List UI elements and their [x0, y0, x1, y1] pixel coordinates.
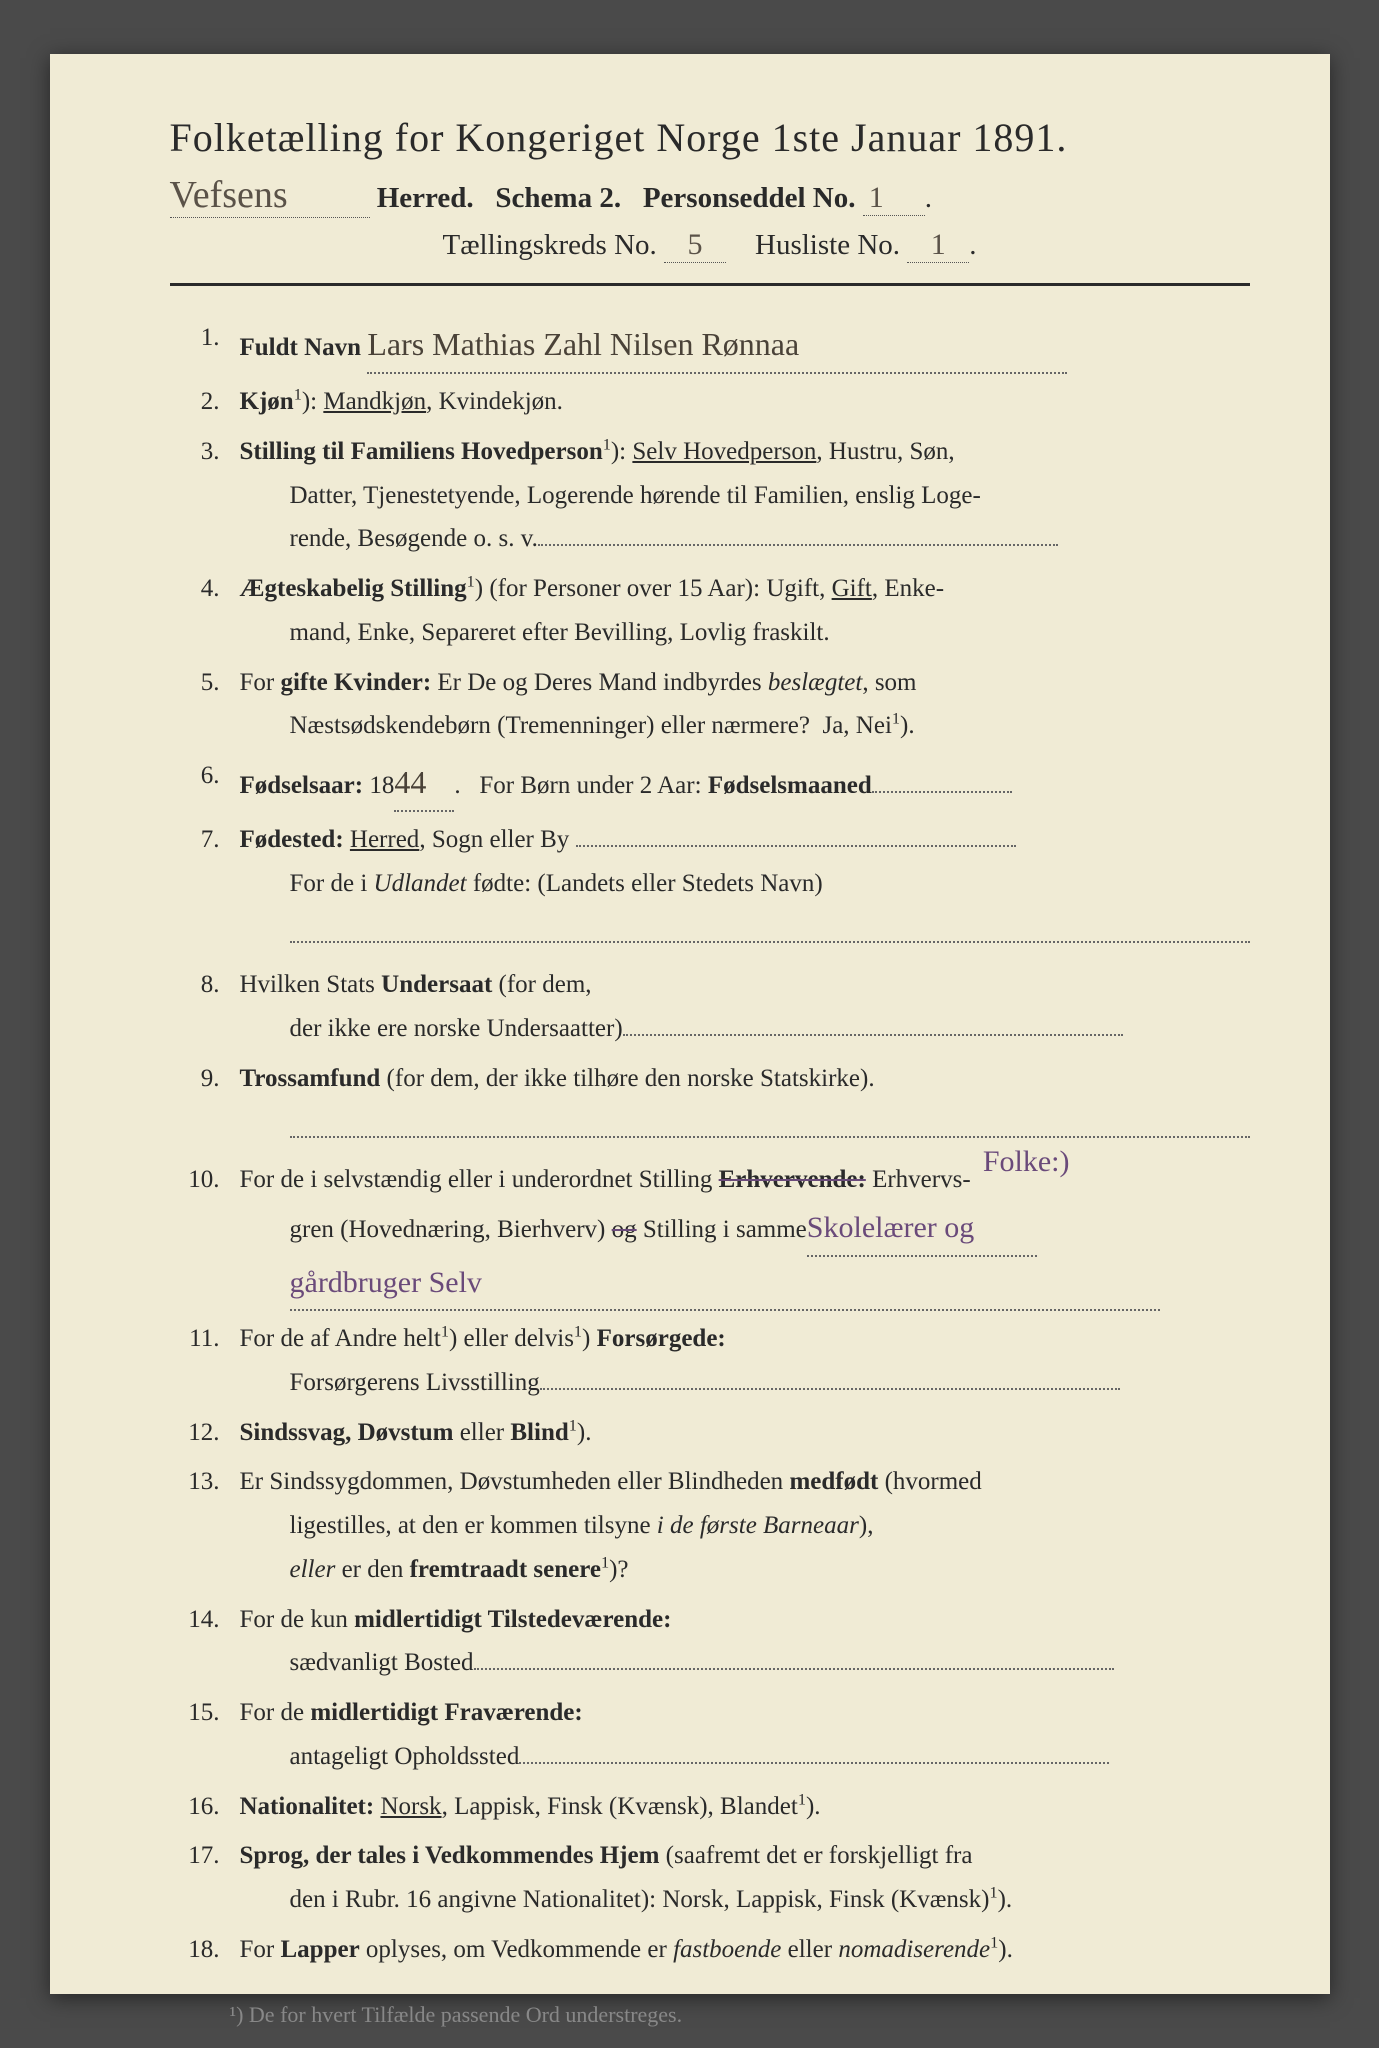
- herred-line: Vefsens Herred. Schema 2. Personseddel N…: [170, 173, 1250, 218]
- field-18-lapps: For Lapper oplyses, om Vedkommende er fa…: [170, 1928, 1250, 1972]
- field-13-congenital: Er Sindssygdommen, Døvstumheden eller Bl…: [170, 1460, 1250, 1591]
- field-3-position: Stilling til Familiens Hovedperson1): Se…: [170, 430, 1250, 561]
- f7-line2: For de i Udlandet fødte: (Landets eller …: [240, 862, 1250, 906]
- f6-maaned: Fødselsmaaned: [708, 772, 872, 799]
- field-15-temp-absent: For de midlertidigt Fraværende: antageli…: [170, 1691, 1250, 1779]
- f14-line2: sædvanligt Bosted: [240, 1641, 1250, 1685]
- field-5-related: For gifte Kvinder: Er De og Deres Mand i…: [170, 661, 1250, 749]
- f10-annotation: Folke:): [983, 1136, 1070, 1189]
- f10-line3: gårdbruger Selv: [240, 1257, 1250, 1312]
- husliste-no: 1: [907, 228, 969, 263]
- f1-label: Fuldt Navn: [240, 334, 362, 361]
- f13-line2: ligestilles, at den er kommen tilsyne i …: [240, 1504, 1250, 1548]
- page-title: Folketælling for Kongeriget Norge 1ste J…: [170, 114, 1250, 161]
- f3-line3: rende, Besøgende o. s. v.: [240, 517, 1250, 561]
- field-7-birthplace: Fødested: Herred, Sogn eller By For de i…: [170, 818, 1250, 957]
- personseddel-no: 1: [863, 181, 925, 216]
- herred-label: Herred.: [377, 182, 474, 214]
- field-11-supported: For de af Andre helt1) eller delvis1) Fo…: [170, 1317, 1250, 1405]
- schema-label: Schema 2.: [495, 182, 621, 214]
- f7-label: Fødested:: [240, 826, 344, 853]
- field-8-subject: Hvilken Stats Undersaat (for dem, der ik…: [170, 963, 1250, 1051]
- census-form-page: Folketælling for Kongeriget Norge 1ste J…: [50, 54, 1330, 1994]
- herred-value: Vefsens: [170, 173, 370, 218]
- field-12-disability: Sindssvag, Døvstum eller Blind1).: [170, 1411, 1250, 1455]
- field-4-marital: Ægteskabelig Stilling1) (for Personer ov…: [170, 567, 1250, 655]
- f1-value: Lars Mathias Zahl Nilsen Rønnaa: [367, 316, 1067, 374]
- field-10-occupation: Folke:) For de i selvstændig eller i und…: [170, 1158, 1250, 1311]
- taellingskreds-label: Tællingskreds No.: [442, 229, 656, 261]
- f8-line2: der ikke ere norske Undersaatter): [240, 1007, 1250, 1051]
- f4-line2: mand, Enke, Separeret efter Bevilling, L…: [240, 611, 1250, 655]
- field-14-temp-present: For de kun midlertidigt Tilstedeværende:…: [170, 1598, 1250, 1686]
- f16-selected: Norsk: [380, 1793, 441, 1820]
- divider: [170, 283, 1250, 286]
- field-17-language: Sprog, der tales i Vedkommendes Hjem (sa…: [170, 1834, 1250, 1922]
- personseddel-label: Personseddel No.: [643, 182, 856, 214]
- f6-born-label: For Børn under 2 Aar:: [479, 772, 701, 799]
- footnote: ¹) De for hvert Tilfælde passende Ord un…: [170, 2002, 1250, 2028]
- f7-selected: Herred: [350, 826, 419, 853]
- form-fields: Fuldt Navn Lars Mathias Zahl Nilsen Rønn…: [170, 316, 1250, 1972]
- field-1-name: Fuldt Navn Lars Mathias Zahl Nilsen Rønn…: [170, 316, 1250, 374]
- f2-selected: Mandkjøn: [323, 388, 426, 415]
- field-9-religion: Trossamfund (for dem, der ikke tilhøre d…: [170, 1057, 1250, 1153]
- f3-selected: Selv Hovedperson: [632, 438, 816, 465]
- field-2-sex: Kjøn1): Mandkjøn, Kvindekjøn.: [170, 380, 1250, 424]
- f4-selected: Gift: [832, 575, 872, 602]
- f11-line2: Forsørgerens Livsstilling: [240, 1361, 1250, 1405]
- f10-line2: gren (Hovednæring, Bierhverv) og Stillin…: [240, 1202, 1250, 1257]
- f6-year: 44: [394, 754, 454, 812]
- taellingskreds-no: 5: [664, 228, 726, 263]
- husliste-label: Husliste No.: [755, 229, 900, 261]
- f5-line2: Næstsødskendebørn (Tremenninger) eller n…: [240, 704, 1250, 748]
- f6-label: Fødselsaar:: [240, 772, 364, 799]
- f4-paren: (for Personer over 15 Aar):: [489, 575, 760, 602]
- f13-line3: eller er den fremtraadt senere1)?: [240, 1548, 1250, 1592]
- kreds-line: Tællingskreds No. 5 Husliste No. 1.: [170, 228, 1250, 263]
- field-16-nationality: Nationalitet: Norsk, Lappisk, Finsk (Kvæ…: [170, 1785, 1250, 1829]
- f17-line2: den i Rubr. 16 angivne Nationalitet): No…: [240, 1878, 1250, 1922]
- field-6-birthyear: Fødselsaar: 1844. For Børn under 2 Aar: …: [170, 754, 1250, 812]
- f15-line2: antageligt Opholdssted: [240, 1735, 1250, 1779]
- f3-line2: Datter, Tjenestetyende, Logerende hørend…: [240, 474, 1250, 518]
